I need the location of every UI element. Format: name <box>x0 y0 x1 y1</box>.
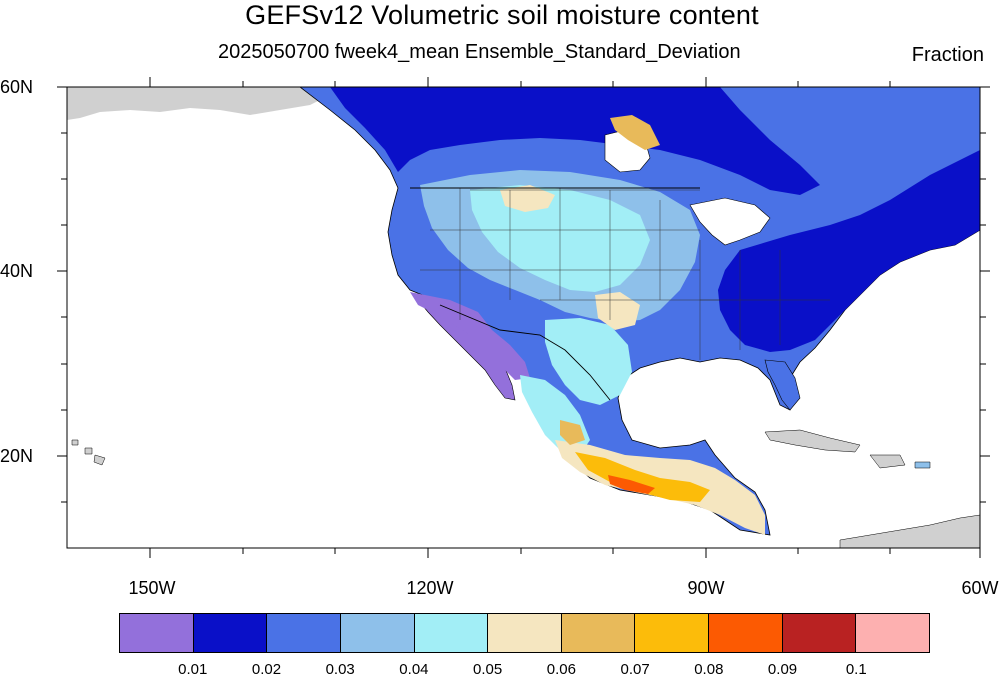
colorbar-tick-label: 0.07 <box>620 661 650 678</box>
units-label: Fraction <box>911 44 984 66</box>
south-tan-patch <box>595 292 640 330</box>
latitude-ticks <box>57 86 990 503</box>
colorbar-swatch <box>561 614 636 652</box>
colorbar-tick-label: 0.1 <box>845 661 867 678</box>
colorbar-swatch <box>709 614 783 652</box>
colorbar-tick-label: 0.08 <box>694 661 724 678</box>
lat-label-60n: 60N <box>0 77 34 97</box>
plains-tan-patch <box>500 185 555 212</box>
mexico-orange-region <box>575 452 710 502</box>
northern-canada-region <box>330 87 820 195</box>
lat-label-40n: 40N <box>0 261 34 281</box>
map-title: GEFSv12 Volumetric soil moisture content <box>245 0 759 30</box>
colorbar-swatch <box>488 614 562 652</box>
alaska-landmass <box>67 87 330 120</box>
florida-peninsula <box>764 359 801 411</box>
texas-region <box>545 318 632 405</box>
southwest-dry-region <box>410 292 530 380</box>
lon-label-60w: 60W <box>961 578 999 598</box>
colorbar-tick-label: 0.03 <box>325 661 355 678</box>
colorbar-swatch <box>193 614 268 652</box>
eastern-dark-region <box>718 150 980 352</box>
cuba-island <box>764 429 861 453</box>
south-america-coast <box>839 514 980 548</box>
lon-label-90w: 90W <box>687 578 725 598</box>
lon-label-120w: 120W <box>406 578 454 598</box>
colorbar-tick-label: 0.04 <box>399 661 429 678</box>
map-subtitle: 2025050700 fweek4_mean Ensemble_Standard… <box>218 41 741 63</box>
mexico-yellow-patch <box>560 420 585 445</box>
longitude-ticks <box>149 77 981 558</box>
colorbar-tick-label: 0.02 <box>251 661 282 678</box>
mexico-red-region <box>608 475 655 494</box>
colorbar <box>119 613 930 653</box>
colorbar-tick-label: 0.01 <box>178 661 208 678</box>
colorbar-swatch <box>782 614 857 652</box>
colorbar-swatch <box>340 614 415 652</box>
colorbar-swatch <box>267 614 341 652</box>
hispaniola-island <box>869 454 906 469</box>
colorbar-tick-label: 0.05 <box>473 661 503 678</box>
great-lakes <box>689 197 771 246</box>
lat-label-20n: 20N <box>0 446 34 466</box>
colorbar-swatch <box>856 614 930 652</box>
puerto-rico-island <box>914 461 931 469</box>
hawaii-islands <box>71 439 106 466</box>
country-borders <box>410 187 700 401</box>
colorbar-tick-label: 0.09 <box>767 661 798 678</box>
colorbar-swatch <box>635 614 710 652</box>
lon-label-150w: 150W <box>128 578 176 598</box>
colorbar-swatch <box>120 614 194 652</box>
state-boundaries <box>420 188 830 360</box>
labrador-region <box>815 88 980 185</box>
canada-tan-patch <box>610 115 660 150</box>
colorbar-swatch <box>414 614 489 652</box>
map-layer <box>67 87 980 548</box>
colorbar-tick-label: 0.06 <box>546 661 576 678</box>
